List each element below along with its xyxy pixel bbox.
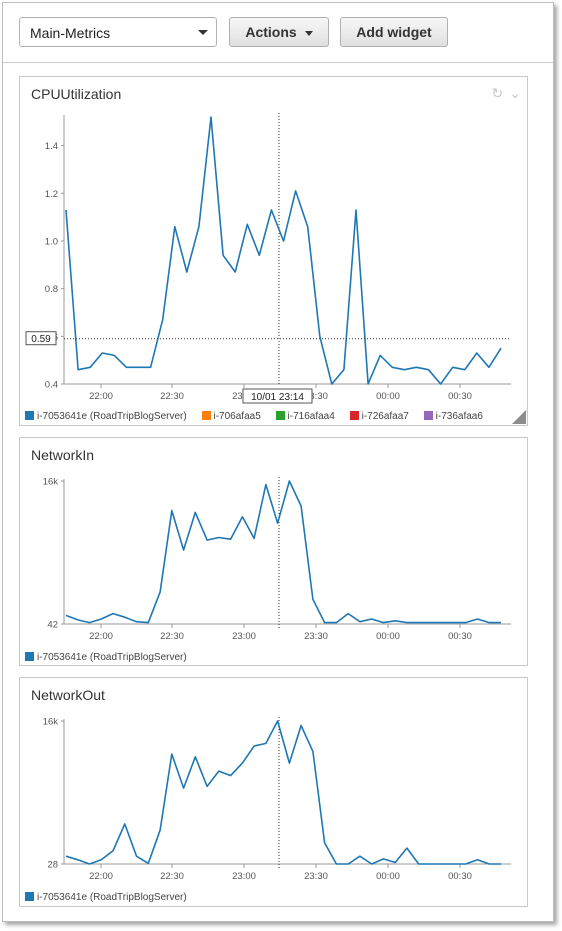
- x-tick-label: 23:00: [232, 871, 256, 882]
- legend-item[interactable]: i-736afaa6: [423, 411, 483, 422]
- x-tick-label: 00:00: [376, 871, 400, 882]
- crosshair-time-box: [242, 388, 313, 404]
- series-line: [65, 116, 502, 385]
- dashboard-select-value: Main-Metrics: [30, 25, 111, 41]
- add-widget-button[interactable]: Add widget: [340, 17, 448, 47]
- widget-title: NetworkIn: [31, 447, 95, 463]
- add-widget-button-label: Add widget: [356, 24, 432, 40]
- crosshair-value-box: [25, 331, 57, 346]
- legend-item[interactable]: i-7053641e (RoadTripBlogServer): [25, 411, 187, 422]
- x-tick-label: 23:30: [304, 391, 328, 402]
- chevron-down-icon: [198, 30, 208, 35]
- actions-button[interactable]: Actions: [229, 17, 329, 47]
- legend-swatch: [275, 411, 285, 420]
- widget-title: NetworkOut: [31, 687, 105, 703]
- legend-swatch: [423, 411, 433, 420]
- toolbar-divider: [3, 62, 553, 63]
- x-tick-label: 23:30: [304, 631, 328, 642]
- x-tick-label: 00:30: [448, 631, 472, 642]
- widget-title: CPUUtilization: [31, 86, 122, 102]
- dashboard-select[interactable]: Main-Metrics: [19, 17, 217, 47]
- y-tick-label: 16k: [43, 477, 59, 488]
- y-tick-label: 42: [47, 620, 58, 631]
- chevron-down-icon[interactable]: ⌄: [509, 85, 521, 101]
- legend-item[interactable]: i-7053641e (RoadTripBlogServer): [25, 652, 187, 663]
- series-line: [65, 720, 501, 865]
- x-tick-label: 00:30: [448, 871, 472, 882]
- legend-item[interactable]: i-706afaa5: [201, 411, 261, 422]
- networkin-chart[interactable]: 42 16k 22:00 22:30 23:00 23:30 00:00 00:30: [20, 438, 527, 653]
- y-tick-label: 1.0: [45, 236, 58, 247]
- y-tick-label: 28: [47, 860, 58, 871]
- caret-down-icon: [304, 30, 313, 36]
- x-tick-label: 22:00: [89, 871, 113, 882]
- x-tick-label: 23:00: [232, 631, 256, 642]
- actions-button-label: Actions: [245, 24, 297, 40]
- x-tick-label: 22:00: [89, 631, 113, 642]
- widget-networkin[interactable]: NetworkIn 42 16k 22:00 22:30 23:00 23:30 00:00…: [19, 437, 528, 666]
- x-tick-label: 00:30: [448, 391, 472, 402]
- crosshair-value: 0.59: [31, 334, 51, 345]
- legend-swatch: [25, 892, 34, 901]
- legend-swatch: [349, 411, 359, 420]
- legend-swatch: [25, 411, 34, 420]
- legend-swatch: [25, 652, 34, 661]
- y-tick-label: 1.2: [45, 189, 58, 200]
- legend-swatch: [201, 411, 211, 420]
- series-line: [65, 480, 501, 624]
- y-tick-label: 16k: [43, 717, 59, 728]
- chart-legend: i-7053641e (RoadTripBlogServer) i-706afa…: [25, 411, 495, 422]
- x-tick-label: 23:30: [304, 871, 328, 882]
- x-tick-label: 22:30: [160, 391, 184, 402]
- resize-handle[interactable]: [512, 410, 526, 424]
- x-tick-label: 22:00: [89, 391, 113, 402]
- legend-item[interactable]: i-7053641e (RoadTripBlogServer): [25, 892, 187, 903]
- refresh-icon[interactable]: ↻: [491, 85, 504, 101]
- y-tick-label: 0.4: [45, 380, 58, 391]
- chart-legend: i-7053641e (RoadTripBlogServer): [25, 652, 199, 663]
- widget-networkout[interactable]: NetworkOut 28 16k 22:00 22:30 23:00 23:30 00:0…: [19, 677, 528, 907]
- cloudwatch-dashboard: Main-Metrics Actions Add widget CPUUtili…: [2, 2, 554, 922]
- legend-item[interactable]: i-716afaa4: [275, 411, 335, 422]
- legend-item[interactable]: i-726afaa7: [349, 411, 409, 422]
- chart-legend: i-7053641e (RoadTripBlogServer): [25, 892, 199, 903]
- cpu-chart[interactable]: 0.40.60.81.01.21.422:0022:3023:0023:3000…: [20, 77, 527, 422]
- y-tick-label: 0.8: [45, 284, 58, 295]
- networkout-chart[interactable]: 28 16k 22:00 22:30 23:00 23:30 00:00 00:30: [20, 678, 527, 893]
- y-tick-label: 1.4: [45, 141, 58, 152]
- crosshair-time: 10/01 23:14: [251, 392, 304, 403]
- x-tick-label: 22:30: [160, 631, 184, 642]
- x-tick-label: 22:30: [160, 871, 184, 882]
- x-tick-label: 00:00: [376, 391, 400, 402]
- widget-cpuutilization[interactable]: CPUUtilization ↻⌄ 0.40.60.81.01.21.422:0…: [19, 76, 528, 426]
- x-tick-label: 00:00: [376, 631, 400, 642]
